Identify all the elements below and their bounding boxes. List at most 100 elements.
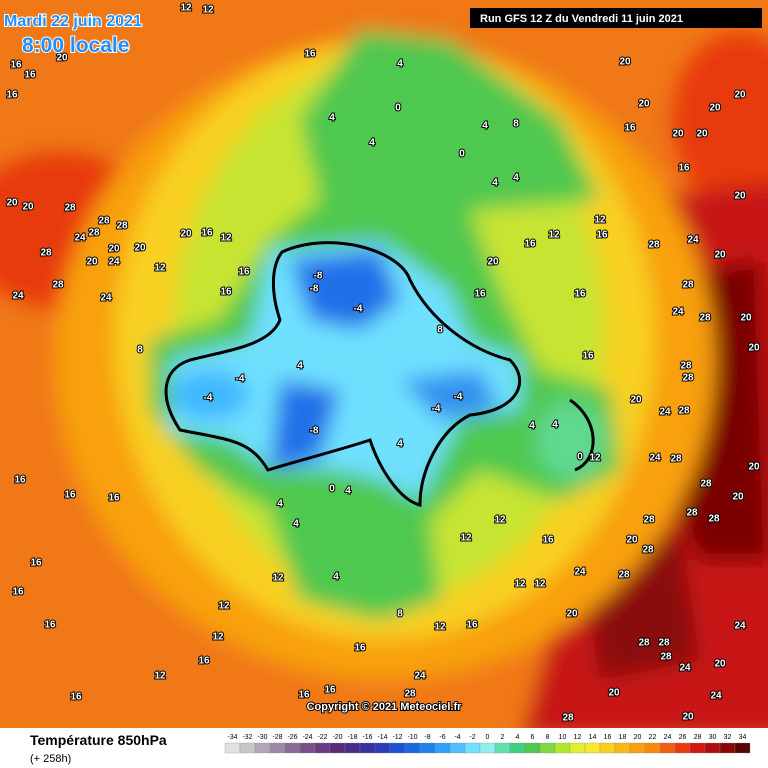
temperature-label: 4 xyxy=(333,572,339,583)
temperature-label: 20 xyxy=(630,395,642,406)
scale-cell xyxy=(314,742,331,754)
scale-cell xyxy=(449,742,466,754)
scale-label: 20 xyxy=(634,734,642,741)
temperature-label: 16 xyxy=(24,70,36,81)
scale-cell xyxy=(359,742,376,754)
scale-cell xyxy=(284,742,301,754)
temperature-label: 28 xyxy=(642,545,654,556)
temperature-label: 4 xyxy=(297,361,303,372)
scale-label: 10 xyxy=(559,734,567,741)
temperature-label: 20 xyxy=(748,343,760,354)
temperature-label: 4 xyxy=(293,519,299,530)
temperature-label: 20 xyxy=(740,313,752,324)
temperature-label: 28 xyxy=(700,479,712,490)
temperature-label: 16 xyxy=(542,535,554,546)
scale-label: 6 xyxy=(531,734,535,741)
temperature-label: 24 xyxy=(679,663,691,674)
temperature-label: 4 xyxy=(369,138,375,149)
temperature-label: 16 xyxy=(198,656,210,667)
scale-label: -28 xyxy=(272,734,282,741)
temperature-label: -4 xyxy=(236,374,245,385)
temperature-label: 28 xyxy=(708,514,720,525)
temperature-label: 4 xyxy=(552,420,558,431)
scale-label: -22 xyxy=(317,734,327,741)
temperature-label: 28 xyxy=(52,280,64,291)
temperature-label: 4 xyxy=(513,173,519,184)
temperature-label: 12 xyxy=(594,215,606,226)
temperature-label: 8 xyxy=(397,609,403,620)
temperature-label: 0 xyxy=(395,103,401,114)
temperature-label: 12 xyxy=(154,263,166,274)
copyright: Copyright © 2021 Meteociel.fr xyxy=(307,701,463,713)
temperature-label: 4 xyxy=(529,421,535,432)
temperature-label: 28 xyxy=(699,313,711,324)
scale-cell xyxy=(644,742,661,754)
temperature-label: -4 xyxy=(432,404,441,415)
scale-label: -30 xyxy=(257,734,267,741)
scale-cell xyxy=(224,742,241,754)
temperature-label: 20 xyxy=(714,659,726,670)
color-scale: -34 -32 -30 -28 -26 -24 -22 -20 -18 -16 -14 -12 -10-… xyxy=(224,734,751,754)
temperature-label: 16 xyxy=(70,692,82,703)
temperature-label: 28 xyxy=(660,652,672,663)
scale-cell xyxy=(254,742,271,754)
temperature-label: 12 xyxy=(434,622,446,633)
scale-label: -20 xyxy=(332,734,342,741)
temperature-label: 28 xyxy=(658,638,670,649)
temperature-label: 12 xyxy=(180,3,192,14)
scale-cell xyxy=(659,742,676,754)
temperature-label: 4 xyxy=(329,113,335,124)
temperature-label: 24 xyxy=(710,691,722,702)
temperature-label: 4 xyxy=(345,486,351,497)
footer-lead: (+ 258h) xyxy=(30,753,71,765)
temperature-label: 0 xyxy=(577,452,583,463)
scale-label: -6 xyxy=(439,734,445,741)
scale-label: 8 xyxy=(546,734,550,741)
scale-cell xyxy=(329,742,346,754)
temperature-label: 20 xyxy=(682,712,694,723)
scale-cell xyxy=(719,742,736,754)
temperature-label: 12 xyxy=(460,533,472,544)
temperature-label: 12 xyxy=(534,579,546,590)
scale-label: -26 xyxy=(287,734,297,741)
temperature-label: 16 xyxy=(304,49,316,60)
temperature-label: 16 xyxy=(324,685,336,696)
zero-isotherm xyxy=(569,398,595,472)
temperature-label: 20 xyxy=(608,688,620,699)
temperature-label: 12 xyxy=(212,632,224,643)
temperature-label: 16 xyxy=(474,289,486,300)
temperature-label: 28 xyxy=(88,228,100,239)
temperature-label: 4 xyxy=(397,59,403,70)
temperature-label: 12 xyxy=(202,5,214,16)
run: Run GFS 12 Z du Vendredi 11 juin 2021 xyxy=(480,13,683,25)
scale-cell xyxy=(554,742,571,754)
temperature-label: 8 xyxy=(437,325,443,336)
scale-cell xyxy=(734,742,751,754)
temperature-label: 0 xyxy=(459,149,465,160)
temperature-label: 16 xyxy=(524,239,536,250)
scale-label: -14 xyxy=(377,734,387,741)
scale-cell xyxy=(464,742,481,754)
temperature-label: 28 xyxy=(680,361,692,372)
temperature-label: 20 xyxy=(672,129,684,140)
temperature-label: 24 xyxy=(574,567,586,578)
temperature-label: 24 xyxy=(649,453,661,464)
temperature-label: -4 xyxy=(454,392,463,403)
temperature-label: 4 xyxy=(277,499,283,510)
temperature-label: 28 xyxy=(64,203,76,214)
temperature-label: 20 xyxy=(734,90,746,101)
temperature-label: 12 xyxy=(494,515,506,526)
temperature-label: 24 xyxy=(414,671,426,682)
scale-label: 32 xyxy=(724,734,732,741)
scale-label: -34 xyxy=(227,734,237,741)
scale-label: 14 xyxy=(589,734,597,741)
temperature-label: 20 xyxy=(487,257,499,268)
temperature-label: -4 xyxy=(204,393,213,404)
temperature-label: 4 xyxy=(397,439,403,450)
temperature-label: 16 xyxy=(678,163,690,174)
temperature-label: 20 xyxy=(566,609,578,620)
temperature-label: 20 xyxy=(180,229,192,240)
